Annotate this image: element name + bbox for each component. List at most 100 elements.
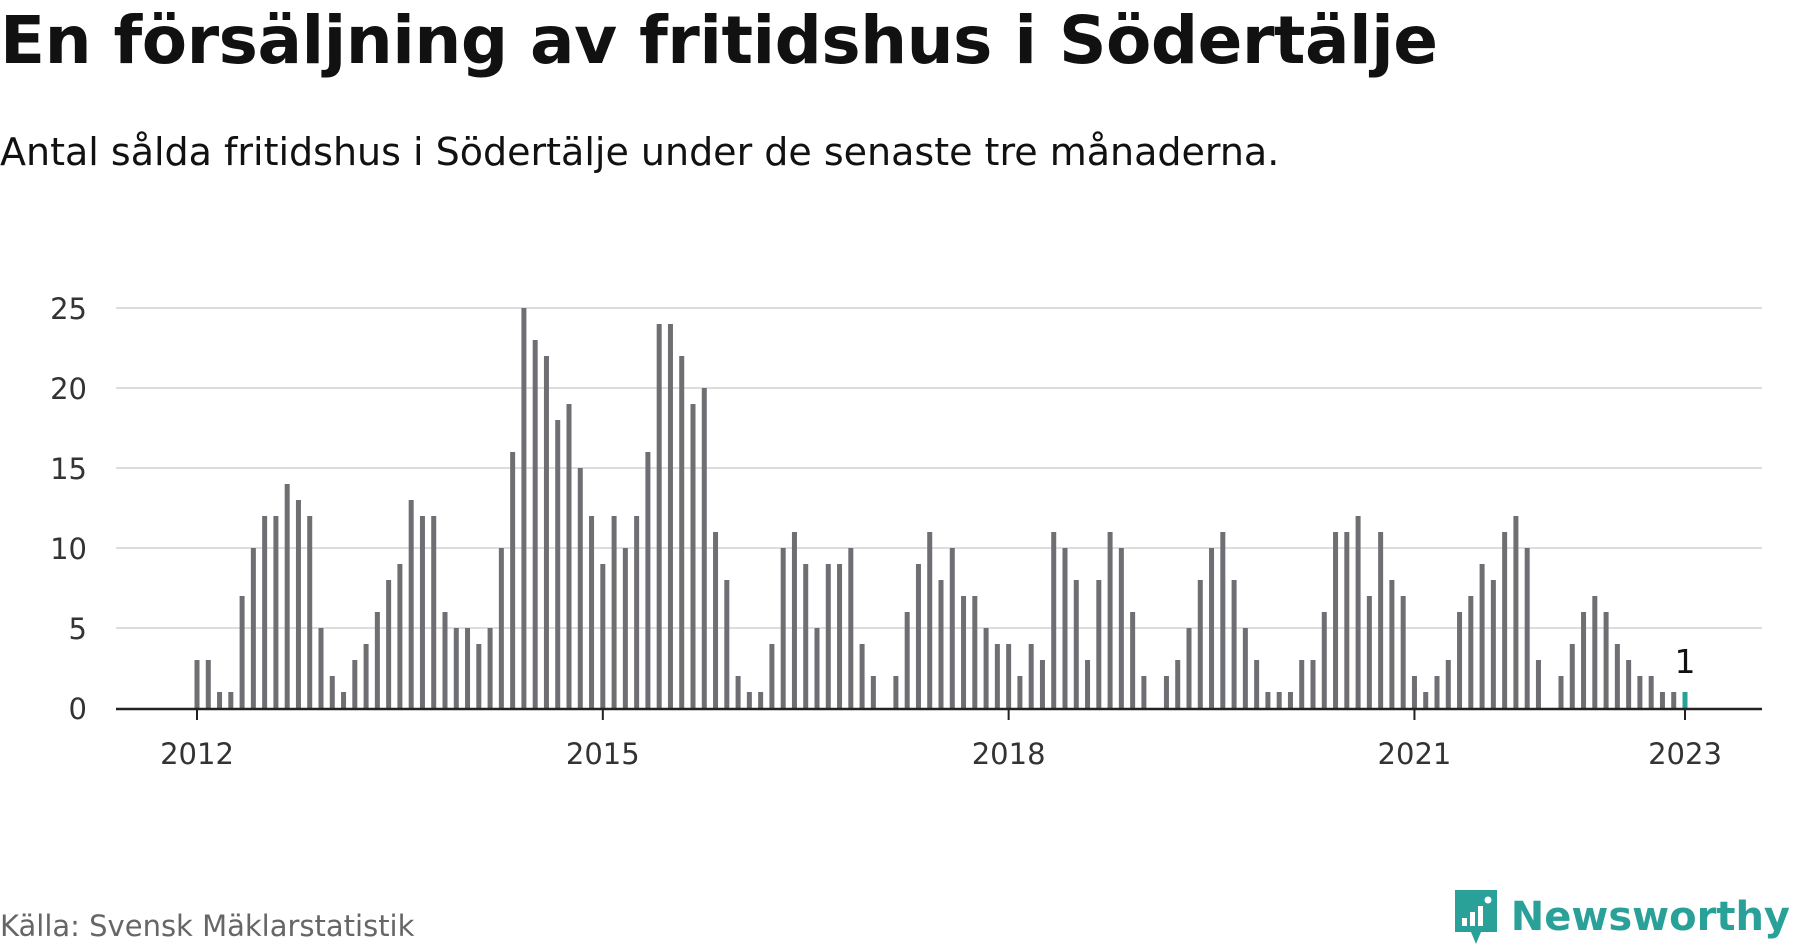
bar [1321,612,1327,708]
chart-title: En försäljning av fritidshus i Södertälj… [0,2,1438,79]
bar [1096,580,1102,708]
bar [453,628,459,708]
bar [893,676,899,708]
bar [1073,580,1079,708]
newsworthy-logo-icon [1454,890,1497,944]
bar [1626,660,1632,708]
bar [1524,548,1530,708]
bar [1299,660,1305,708]
bar [1254,660,1260,708]
bar [374,612,380,708]
bar [431,516,437,708]
bar [1502,532,1508,708]
bar [1017,676,1023,708]
bar [589,516,595,708]
bar [1051,532,1057,708]
bar [791,532,797,708]
source-note: Källa: Svensk Mäklarstatistik [0,909,415,943]
bar [1445,660,1451,708]
bar [194,660,200,708]
bar [341,692,347,708]
bar [1366,596,1372,708]
x-tick-label-2015: 2015 [566,737,640,771]
bar [284,484,290,708]
bar [397,564,403,708]
bar [1163,676,1169,708]
bar [870,676,876,708]
bar [487,628,493,708]
bar [1265,692,1271,708]
bar [1648,676,1654,708]
y-tick-label-15: 15 [50,452,87,486]
bar [927,532,933,708]
bar [611,516,617,708]
bar [1479,564,1485,708]
bar [701,388,707,708]
y-tick-label-0: 0 [69,692,87,726]
bar [228,692,234,708]
bar [465,628,471,708]
bar [600,564,606,708]
bar [724,580,730,708]
bar [352,660,358,708]
bar [1344,532,1350,708]
bar [1085,660,1091,708]
bar [250,548,256,708]
bar [1423,692,1429,708]
brand-logo[interactable]: Newsworthy [1451,886,1790,948]
bar [1107,532,1113,708]
bar [814,628,820,708]
bar [1434,676,1440,708]
bar [1006,644,1012,708]
bar [273,516,279,708]
bar [915,564,921,708]
bar [1400,596,1406,708]
bar [634,516,640,708]
bar [645,452,651,708]
bar [442,612,448,708]
bar [1276,692,1282,708]
bar [521,308,527,708]
bar [769,644,775,708]
bar [555,420,561,708]
bar [690,404,696,708]
bar [780,548,786,708]
bar [994,644,1000,708]
y-tick-label-25: 25 [50,292,87,326]
bar [1671,692,1677,708]
bar [1411,676,1417,708]
bar [498,548,504,708]
bar [1062,548,1068,708]
bar [577,468,583,708]
bar [825,564,831,708]
bar [622,548,628,708]
bar [1186,628,1192,708]
bar [1242,628,1248,708]
bar [262,516,268,708]
bar [476,644,482,708]
x-tick-label-2012: 2012 [160,737,234,771]
bar [1637,676,1643,708]
bar [983,628,989,708]
bar [510,452,516,708]
bar [859,644,865,708]
bar [1659,692,1665,708]
y-tick-label-10: 10 [50,532,87,566]
bar [848,548,854,708]
bar [1220,532,1226,708]
bar [1513,516,1519,708]
bar [1287,692,1293,708]
bar [713,532,719,708]
bar [1310,660,1316,708]
bar [972,596,978,708]
bar [1581,612,1587,708]
y-tick-label-5: 5 [69,612,87,646]
bar [1355,516,1361,708]
bar [949,548,955,708]
bar [667,324,673,708]
bar [1130,612,1136,708]
bar [1231,580,1237,708]
bar [408,500,414,708]
bar [419,516,425,708]
